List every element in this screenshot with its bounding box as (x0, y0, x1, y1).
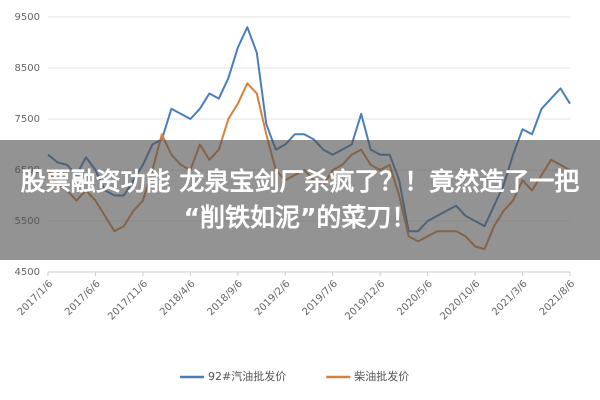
y-tick-label: 9500 (15, 12, 40, 23)
x-tick-label: 2021/3/6 (490, 278, 530, 318)
x-tick-label: 2017/6/6 (63, 278, 103, 318)
legend-label: 柴油批发价 (354, 369, 409, 383)
legend-label: 92#汽油批发价 (208, 369, 286, 383)
x-tick-label: 2019/2/6 (253, 278, 293, 318)
x-tick-label: 2020/5/6 (395, 278, 435, 318)
x-tick-label: 2017/11/6 (106, 278, 150, 322)
banner-line: 股票融资功能 龙泉宝剑厂杀疯了？！竟然造了一把 (21, 167, 580, 196)
y-tick-label: 8500 (15, 63, 40, 74)
x-tick-label: 2021/8/6 (538, 278, 578, 318)
x-tick-label: 2019/12/6 (343, 278, 387, 322)
x-tick-label: 2020/10/6 (438, 278, 482, 322)
x-tick-label: 2019/7/6 (300, 278, 340, 318)
x-tick-label: 2018/9/6 (206, 278, 246, 318)
y-tick-label: 7500 (15, 114, 40, 125)
x-tick-label: 2017/1/6 (16, 278, 56, 318)
banner-line: “削铁如泥”的菜刀！ (184, 203, 417, 232)
banner (0, 140, 600, 260)
x-tick-label: 2018/4/6 (158, 278, 198, 318)
y-tick-label: 4500 (15, 267, 40, 278)
